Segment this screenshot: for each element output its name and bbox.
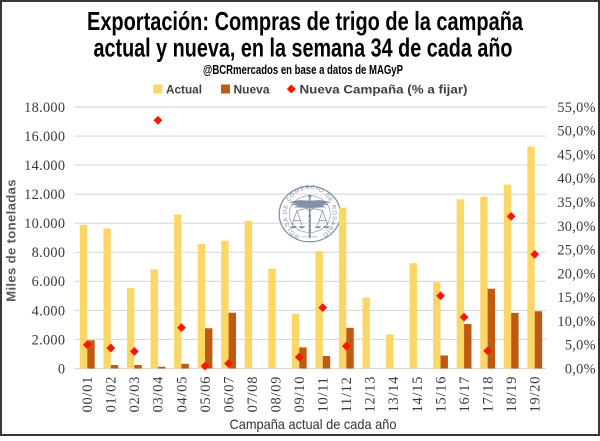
svg-text:4.000: 4.000 <box>32 303 66 319</box>
svg-text:25,0%: 25,0% <box>557 243 595 259</box>
svg-text:11/12: 11/12 <box>339 376 355 412</box>
svg-text:6.000: 6.000 <box>32 274 66 290</box>
svg-text:Nueva Campaña (% a fijar): Nueva Campaña (% a fijar) <box>300 83 468 97</box>
svg-text:actual y nueva, en la semana 3: actual y nueva, en la semana 34 de cada … <box>94 33 513 63</box>
svg-text:Miles de toneladas: Miles de toneladas <box>4 179 19 302</box>
svg-text:09/10: 09/10 <box>292 376 308 413</box>
svg-text:14.000: 14.000 <box>24 158 65 174</box>
svg-text:40,0%: 40,0% <box>557 171 595 187</box>
svg-text:04/05: 04/05 <box>174 376 190 413</box>
svg-text:30,0%: 30,0% <box>557 219 595 235</box>
svg-text:8.000: 8.000 <box>32 245 66 261</box>
svg-text:2.000: 2.000 <box>32 332 66 348</box>
svg-text:16.000: 16.000 <box>24 129 65 145</box>
svg-text:50,0%: 50,0% <box>557 124 595 140</box>
svg-text:08/09: 08/09 <box>268 376 284 413</box>
svg-text:12.000: 12.000 <box>24 187 65 203</box>
svg-text:Nueva: Nueva <box>234 83 270 97</box>
svg-text:Exportación: Compras de trigo: Exportación: Compras de trigo de la camp… <box>87 6 523 36</box>
svg-text:Actual: Actual <box>166 83 202 97</box>
svg-text:19/20: 19/20 <box>528 376 544 413</box>
svg-text:16/17: 16/17 <box>457 376 473 413</box>
svg-text:14/15: 14/15 <box>410 376 426 413</box>
svg-text:15,0%: 15,0% <box>557 290 595 306</box>
svg-text:03/04: 03/04 <box>151 376 167 413</box>
svg-text:Campaña actual de cada año: Campaña actual de cada año <box>230 416 397 432</box>
svg-text:06/07: 06/07 <box>221 376 237 413</box>
svg-text:13/14: 13/14 <box>386 376 402 413</box>
svg-text:0,0%: 0,0% <box>565 361 596 377</box>
svg-text:0: 0 <box>58 361 65 377</box>
svg-text:10/11: 10/11 <box>316 376 332 412</box>
svg-text:18/19: 18/19 <box>504 376 520 413</box>
svg-text:12/13: 12/13 <box>363 376 379 413</box>
svg-text:10,0%: 10,0% <box>557 314 595 330</box>
svg-text:17/18: 17/18 <box>480 376 496 413</box>
svg-text:05/06: 05/06 <box>198 376 214 413</box>
svg-text:35,0%: 35,0% <box>557 195 595 211</box>
svg-text:20,0%: 20,0% <box>557 266 595 282</box>
svg-text:01/02: 01/02 <box>104 376 120 413</box>
svg-text:18.000: 18.000 <box>24 100 65 116</box>
svg-text:00/01: 00/01 <box>80 376 96 413</box>
svg-text:02/03: 02/03 <box>127 376 143 413</box>
svg-text:10.000: 10.000 <box>24 216 65 232</box>
svg-text:45,0%: 45,0% <box>557 147 595 163</box>
svg-text:@BCRmercados en base a datos d: @BCRmercados en base a datos de MAGyP <box>203 62 403 77</box>
svg-text:15/16: 15/16 <box>433 376 449 413</box>
svg-text:55,0%: 55,0% <box>557 100 595 116</box>
svg-text:07/08: 07/08 <box>245 376 261 413</box>
svg-text:5,0%: 5,0% <box>565 338 596 354</box>
